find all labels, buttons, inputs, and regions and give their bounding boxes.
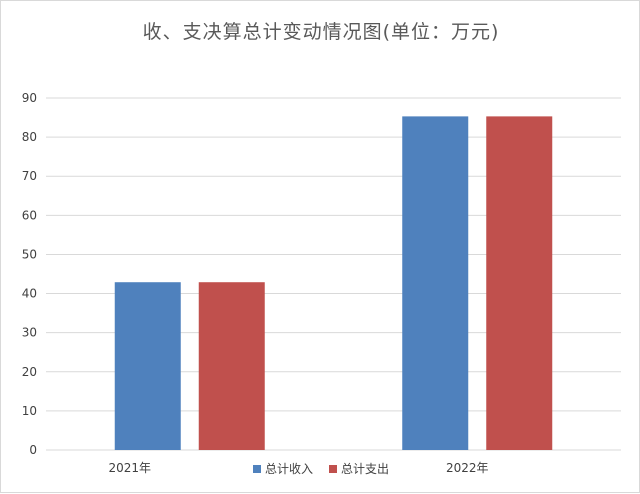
bar-income-0	[114, 282, 181, 450]
legend-item: 总计支出	[329, 460, 389, 477]
y-tick-label: 40	[22, 287, 37, 301]
chart-title: 收、支决算总计变动情况图(单位：万元)	[142, 21, 500, 43]
y-tick-label: 0	[29, 443, 37, 457]
y-tick-label: 80	[22, 130, 37, 144]
y-tick-label: 20	[22, 365, 37, 379]
x-category-label: 2021年	[108, 461, 151, 475]
bars	[114, 116, 553, 450]
y-tick-label: 30	[22, 326, 37, 340]
x-category-label: 2022年	[446, 461, 489, 475]
legend-item: 总计收入	[252, 460, 313, 477]
x-axis-categories: 2021年 2022年	[108, 461, 488, 475]
legend-label: 总计支出	[341, 462, 390, 476]
legend-swatch	[252, 464, 261, 473]
bar-expense-1	[486, 116, 553, 450]
bar-income-1	[402, 116, 469, 450]
y-tick-label: 10	[22, 404, 37, 418]
legend-label: 总计收入	[264, 462, 313, 476]
legend: 总计收入 总计支出	[1, 460, 640, 477]
y-axis-ticks: 0 10 20 30 40 50 60 70 80 90	[22, 91, 37, 457]
bar-expense-0	[198, 282, 265, 450]
y-tick-label: 70	[22, 169, 37, 183]
y-tick-label: 90	[22, 91, 37, 105]
y-tick-label: 60	[22, 208, 37, 222]
y-tick-label: 50	[22, 247, 37, 261]
legend-swatch	[329, 464, 337, 473]
